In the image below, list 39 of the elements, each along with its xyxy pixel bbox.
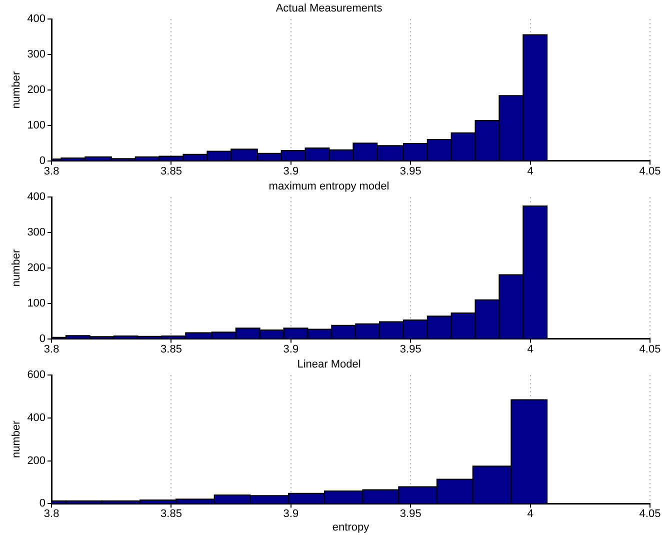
x-tick-label: 4.05	[639, 165, 661, 178]
y-tick-label: 0	[39, 498, 46, 510]
y-tick-label: 200	[27, 454, 46, 467]
chart-title: Linear Model	[297, 358, 361, 371]
y-axis-title: number	[10, 71, 23, 109]
x-tick-label: 3.95	[400, 165, 422, 178]
y-tick-label: 200	[27, 84, 46, 96]
y-axis-title: number	[10, 249, 23, 287]
y-tick-label: 400	[27, 13, 46, 26]
x-tick-label: 3.95	[400, 508, 422, 520]
chart-title: Actual Measurements	[276, 2, 383, 15]
x-tick-label: 3.9	[283, 508, 299, 520]
chart-title: maximum entropy model	[268, 180, 390, 193]
x-tick-label: 3.85	[160, 165, 182, 178]
x-tick-label: 4.05	[639, 508, 661, 520]
y-tick-label: 400	[27, 412, 46, 424]
x-tick-label: 4	[527, 508, 534, 520]
x-tick-label: 3.95	[400, 343, 422, 356]
x-tick-label: 3.85	[160, 343, 182, 356]
x-tick-label: 4	[527, 343, 534, 356]
x-tick-label: 3.9	[283, 165, 299, 178]
x-tick-label: 3.8	[44, 165, 60, 178]
y-tick-label: 600	[27, 369, 46, 382]
x-tick-label: 3.8	[44, 343, 60, 356]
y-tick-label: 100	[27, 297, 46, 310]
y-tick-label: 300	[27, 226, 46, 239]
x-tick-label: 3.8	[44, 508, 60, 520]
x-axis-title: entropy	[332, 521, 370, 534]
y-tick-label: 100	[27, 119, 46, 132]
x-tick-label: 4.05	[639, 343, 661, 356]
y-tick-label: 0	[39, 332, 46, 345]
y-axis-title: number	[10, 420, 23, 458]
x-tick-label: 3.9	[283, 343, 299, 356]
x-tick-label: 4	[527, 165, 534, 178]
x-tick-label: 3.85	[160, 508, 182, 520]
y-tick-label: 400	[27, 191, 46, 204]
y-tick-label: 200	[27, 262, 46, 274]
y-tick-label: 300	[27, 48, 46, 61]
y-tick-label: 0	[39, 154, 46, 167]
